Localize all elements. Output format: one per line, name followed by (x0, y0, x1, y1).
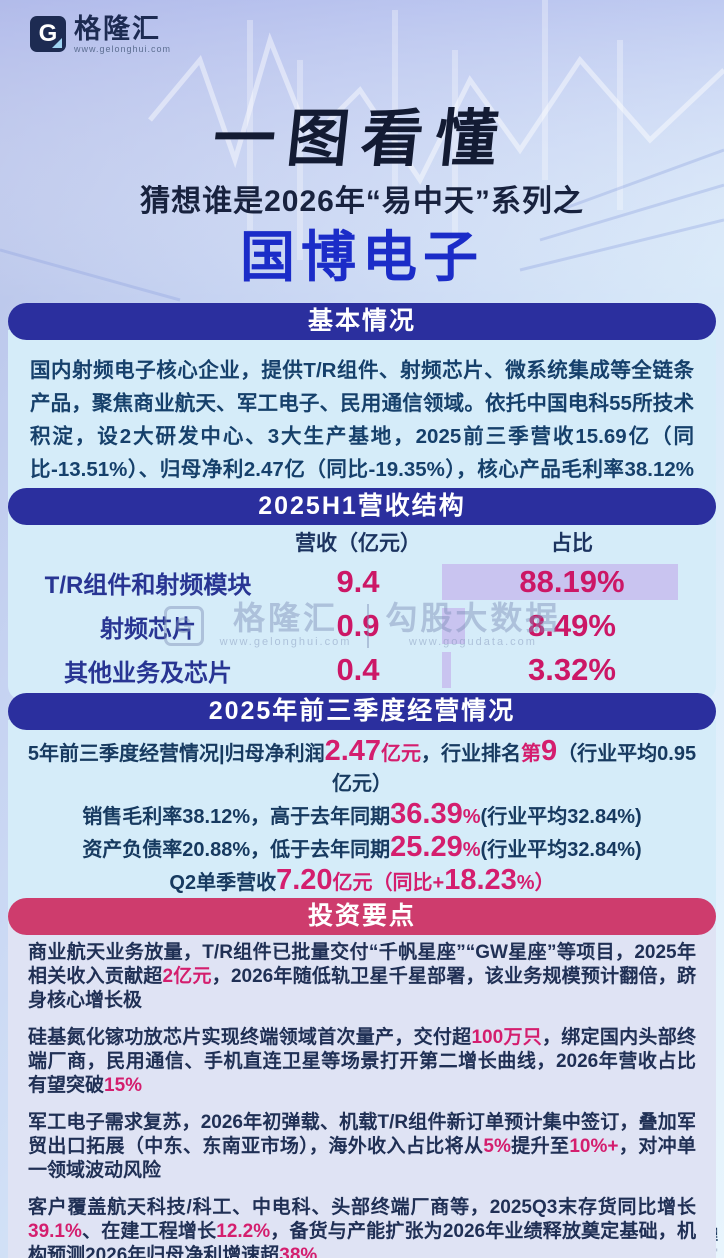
row-share-cell: 88.19% (428, 561, 716, 603)
series-subtitle: 猜想谁是2026年“易中天”系列之 (140, 185, 584, 218)
row-revenue-value: 0.9 (336, 608, 380, 643)
ops-line: 5年前三季度经营情况|归母净利润2.47亿元，行业排名第9（行业平均0.95亿元… (27, 735, 697, 795)
revenue-table-header-row: 营收（亿元） 占比 (8, 529, 716, 559)
investment-paragraph: 客户覆盖航天科技/科工、中电科、头部终端厂商等，2025Q3末存货同比增长39.… (28, 1197, 696, 1258)
table-row: 射频芯片 0.9 8.49% (8, 605, 716, 647)
revenue-col-revenue: 营收（亿元） (295, 532, 421, 555)
share-bar-track (442, 608, 710, 644)
company-name: 国博电子 (239, 226, 484, 288)
share-bar (442, 564, 679, 600)
gelonghui-g-icon: G (30, 16, 66, 52)
ops-line: 销售毛利率38.12%，高于去年同期36.39%(行业平均32.84%) (82, 798, 642, 830)
section-investment-body: 商业航天业务放量，T/R组件已批量交付“千帆星座”“GW星座”等项目，2025年… (8, 925, 716, 1258)
investment-paragraph: 硅基氮化镓功放芯片实现终端领域首次量产，交付超100万只，绑定国内头部终端厂商，… (28, 1027, 696, 1096)
ops-line: Q2单季营收7.20亿元（同比+18.23%） (169, 864, 555, 896)
share-bar (442, 652, 451, 688)
gelonghui-logo-text: 格隆汇 (74, 14, 161, 44)
row-share-value: 3.32% (528, 652, 616, 687)
row-label: 其他业务及芯片 (64, 659, 232, 687)
section-revenue-structure: 2025H1营收结构 营收（亿元） 占比 T/R组件和射频模块 9.4 88.1… (8, 488, 716, 700)
section-basic-heading: 基本情况 (8, 303, 716, 340)
section-operations-heading: 2025年前三季度经营情况 (8, 693, 716, 730)
share-bar (442, 608, 465, 644)
table-row: T/R组件和射频模块 9.4 88.19% (8, 561, 716, 603)
section-investment-heading: 投资要点 (8, 898, 716, 935)
ops-line: 资产负债率20.88%，低于去年同期25.29%(行业平均32.84%) (82, 831, 642, 863)
share-bar-track (442, 652, 710, 688)
investment-paragraph: 商业航天业务放量，T/R组件已批量交付“千帆星座”“GW星座”等项目，2025年… (28, 942, 696, 1011)
row-revenue-value: 9.4 (336, 564, 380, 599)
row-label: 射频芯片 (100, 615, 196, 643)
gelonghui-logo-url: www.gelonghui.com (74, 44, 172, 54)
main-title: 一图看懂 (209, 105, 513, 174)
table-row: 其他业务及芯片 0.4 3.32% (8, 649, 716, 691)
row-label: T/R组件和射频模块 (44, 571, 252, 599)
revenue-col-spacer (8, 529, 288, 559)
row-share-value: 88.19% (519, 564, 625, 599)
row-share-value: 8.49% (528, 608, 616, 643)
section-investment-points: 投资要点 商业航天业务放量，T/R组件已批量交付“千帆星座”“GW星座”等项目，… (8, 898, 716, 1258)
revenue-table: 营收（亿元） 占比 T/R组件和射频模块 9.4 88.19% 射频芯片 0.9 (8, 515, 716, 700)
section-revenue-heading: 2025H1营收结构 (8, 488, 716, 525)
revenue-col-share: 占比 (551, 532, 593, 555)
investment-paragraph: 军工电子需求复苏，2026年初弹载、机载T/R组件新订单预计集中签订，叠加军贸出… (28, 1112, 696, 1181)
share-bar-track (442, 564, 710, 600)
row-share-cell: 8.49% (428, 605, 716, 647)
row-revenue-value: 0.4 (336, 652, 380, 687)
row-share-cell: 3.32% (428, 649, 716, 691)
gelonghui-logo: G 格隆汇 www.gelonghui.com (30, 16, 171, 54)
